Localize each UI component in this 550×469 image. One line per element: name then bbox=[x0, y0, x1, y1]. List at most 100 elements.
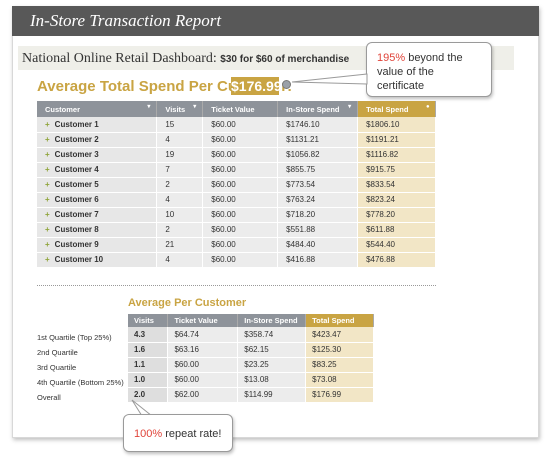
table-row: 1.1 $60.00 $23.25 $83.25 bbox=[128, 357, 374, 373]
info-icon[interactable]: ● bbox=[426, 104, 430, 110]
table-row[interactable]: + Customer 1 15 $60.00 $1746.10 $1806.10 bbox=[37, 117, 436, 133]
average-spend-value: $176.99 bbox=[231, 77, 282, 95]
table-cell: $114.99 bbox=[237, 387, 307, 403]
table-cell: $718.20 bbox=[277, 207, 359, 223]
table-row[interactable]: + Customer 9 21 $60.00 $484.40 $544.40 bbox=[37, 237, 436, 253]
beyond-text: beyond the value of the certificate bbox=[377, 52, 463, 92]
info-dot-icon[interactable] bbox=[282, 80, 291, 89]
table-cell: $73.08 bbox=[305, 372, 374, 388]
table-row[interactable]: + Customer 6 4 $60.00 $763.24 $823.24 bbox=[37, 192, 436, 208]
table-cell: $763.24 bbox=[277, 192, 359, 208]
table-cell: 4 bbox=[156, 252, 204, 268]
cell-value: $60.00 bbox=[211, 225, 236, 234]
expand-plus-icon[interactable]: + bbox=[45, 150, 50, 159]
cell-value: $60.00 bbox=[211, 135, 236, 144]
sort-icon[interactable]: ▾ bbox=[147, 104, 151, 110]
cell-value: 4 bbox=[165, 195, 170, 204]
column-header-visits[interactable]: Visits ▾ bbox=[156, 101, 204, 117]
table-cell: $64.74 bbox=[167, 327, 239, 343]
column-header-label: Total Spend bbox=[366, 104, 409, 114]
cell-value: Customer 9 bbox=[54, 240, 99, 249]
cell-value: $823.24 bbox=[366, 195, 395, 204]
table-row[interactable]: + Customer 7 10 $60.00 $718.20 $778.20 bbox=[37, 207, 436, 223]
sort-icon[interactable]: ▾ bbox=[193, 104, 197, 110]
table-cell: 21 bbox=[156, 237, 204, 253]
table-cell: 4.3 bbox=[128, 327, 169, 343]
dashboard-subtitle: $30 for $60 of merchandise bbox=[220, 54, 350, 65]
avg-column-header: Visits bbox=[128, 314, 169, 327]
table-cell: $62.15 bbox=[237, 342, 307, 358]
table-cell: $176.99 bbox=[305, 387, 374, 403]
table-row[interactable]: + Customer 3 19 $60.00 $1056.82 $1116.82 bbox=[37, 147, 436, 163]
table-cell: $611.88 bbox=[357, 222, 436, 238]
table-row[interactable]: + Customer 5 2 $60.00 $773.54 $833.54 bbox=[37, 177, 436, 193]
cell-value: $60.00 bbox=[211, 180, 236, 189]
cell-value: $1131.21 bbox=[286, 135, 319, 144]
table-cell: $1746.10 bbox=[277, 117, 359, 133]
table-row[interactable]: + Customer 10 4 $60.00 $416.88 $476.88 bbox=[37, 252, 436, 268]
expand-plus-icon[interactable]: + bbox=[45, 240, 50, 249]
quartile-label: 2nd Quartile bbox=[37, 348, 78, 357]
table-cell: 4 bbox=[156, 192, 204, 208]
cell-value: Customer 6 bbox=[54, 195, 99, 204]
column-header-customer[interactable]: Customer ▾ bbox=[37, 101, 158, 117]
avg-per-customer-title: Average Per Customer bbox=[128, 297, 247, 309]
expand-plus-icon[interactable]: + bbox=[45, 195, 50, 204]
cell-value: $1746.10 bbox=[286, 119, 320, 129]
table-cell: $833.54 bbox=[357, 177, 436, 193]
cell-value: $833.54 bbox=[366, 180, 395, 189]
expand-plus-icon[interactable]: + bbox=[45, 225, 50, 234]
table-cell: $60.00 bbox=[202, 222, 279, 238]
table-cell: $773.54 bbox=[277, 177, 359, 193]
table-row[interactable]: + Customer 2 4 $60.00 $1131.21 $1191.21 bbox=[37, 132, 436, 148]
column-header-in-store-spend[interactable]: In-Store Spend ▾ bbox=[277, 101, 359, 117]
customer-name-cell: + Customer 5 bbox=[37, 177, 158, 193]
cell-value: $60.00 bbox=[211, 119, 236, 129]
table-cell: $551.88 bbox=[277, 222, 359, 238]
cell-value: $1806.10 bbox=[366, 119, 400, 129]
cell-value: $1116.82 bbox=[366, 150, 399, 159]
title-bar: In-Store Transaction Report bbox=[12, 6, 539, 36]
sort-icon[interactable]: ▾ bbox=[348, 104, 352, 110]
quartile-labels: 1st Quartile (Top 25%) 2nd Quartile 3rd Qu… bbox=[37, 330, 124, 405]
quartile-label: 3rd Quartile bbox=[37, 363, 77, 372]
table-row[interactable]: + Customer 8 2 $60.00 $551.88 $611.88 bbox=[37, 222, 436, 238]
cell-value: $60.00 bbox=[211, 150, 236, 159]
expand-plus-icon[interactable]: + bbox=[45, 255, 50, 264]
table-cell: $60.00 bbox=[167, 372, 239, 388]
table-cell: $60.00 bbox=[202, 207, 279, 223]
cell-value: 4 bbox=[165, 255, 170, 264]
cell-value: 2 bbox=[165, 225, 170, 234]
repeat-rate-callout: 100% repeat rate! bbox=[123, 414, 233, 452]
customer-name-cell: + Customer 6 bbox=[37, 192, 158, 208]
expand-plus-icon[interactable]: + bbox=[45, 135, 50, 144]
table-cell: $60.00 bbox=[202, 237, 279, 253]
table-cell: $83.25 bbox=[305, 357, 374, 373]
column-header-label: Ticket Value bbox=[211, 104, 255, 114]
table-cell: $62.00 bbox=[167, 387, 239, 403]
table-cell: $915.75 bbox=[357, 162, 436, 178]
expand-plus-icon[interactable]: + bbox=[45, 119, 50, 129]
table-row[interactable]: + Customer 4 7 $60.00 $855.75 $915.75 bbox=[37, 162, 436, 178]
table-cell: $13.08 bbox=[237, 372, 307, 388]
column-header-label: In-Store Spend bbox=[286, 104, 340, 114]
avg-column-header: Ticket Value bbox=[167, 314, 239, 327]
cell-value: 10 bbox=[165, 210, 175, 219]
column-header-total-spend[interactable]: Total Spend ● bbox=[357, 101, 436, 117]
table-cell: $60.00 bbox=[202, 177, 279, 193]
cell-value: $484.40 bbox=[286, 240, 316, 249]
cell-value: $1056.82 bbox=[286, 150, 320, 159]
cell-value: $60.00 bbox=[211, 255, 236, 264]
table-row: 1.0 $60.00 $13.08 $73.08 bbox=[128, 372, 374, 388]
customer-name-cell: + Customer 4 bbox=[37, 162, 158, 178]
quartile-label: Overall bbox=[37, 393, 61, 402]
beyond-percent: 195% bbox=[377, 52, 406, 64]
expand-plus-icon[interactable]: + bbox=[45, 210, 50, 219]
expand-plus-icon[interactable]: + bbox=[45, 165, 50, 174]
table-cell: $1191.21 bbox=[357, 132, 436, 148]
column-header-ticket-value[interactable]: Ticket Value bbox=[202, 101, 279, 117]
customer-name-cell: + Customer 8 bbox=[37, 222, 158, 238]
expand-plus-icon[interactable]: + bbox=[45, 180, 50, 189]
column-header-label: Customer bbox=[45, 104, 81, 114]
customer-name-cell: + Customer 2 bbox=[37, 132, 158, 148]
